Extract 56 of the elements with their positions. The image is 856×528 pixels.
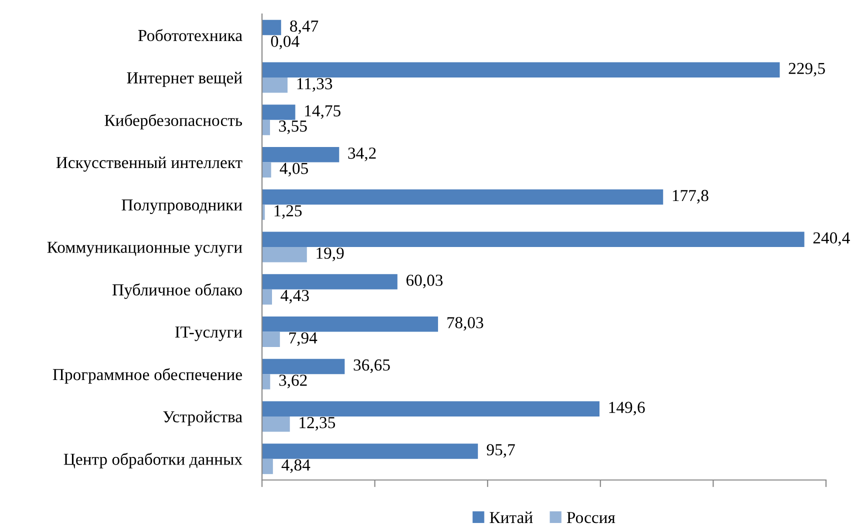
- bar: [262, 358, 345, 374]
- data-label: 60,03: [406, 274, 443, 288]
- data-label: 4,05: [280, 162, 308, 176]
- data-label: 3,55: [279, 120, 307, 134]
- y-tick-label: Полупроводники: [122, 199, 242, 214]
- data-label: 3,62: [279, 374, 307, 388]
- data-label: 4,84: [282, 459, 310, 474]
- data-label: 95,7: [486, 444, 515, 458]
- bar: [262, 62, 780, 78]
- bar: [262, 316, 438, 332]
- data-label: 177,8: [672, 190, 708, 204]
- bar: [262, 401, 600, 416]
- data-label: 78,03: [447, 317, 484, 331]
- bar: [262, 162, 272, 178]
- data-label: 14,75: [305, 105, 340, 119]
- bar: [262, 458, 273, 474]
- bar: [262, 416, 290, 432]
- bar: [262, 374, 270, 390]
- bar: [262, 332, 280, 347]
- y-tick-label: Искусственный интеллект: [56, 156, 242, 172]
- bar: [262, 189, 664, 205]
- y-tick-label: Кибербезопасность: [104, 114, 242, 130]
- y-tick-label: Устройства: [163, 410, 242, 426]
- bar: [262, 204, 265, 220]
- y-tick-label: Робототехника: [138, 29, 242, 42]
- data-label: 240,4: [813, 232, 850, 246]
- y-tick-label: Центр обработки данных: [64, 452, 242, 468]
- bar: [262, 20, 282, 36]
- data-label: 1,25: [274, 205, 302, 219]
- bar: [262, 147, 340, 162]
- y-tick-label: Интернет вещей: [126, 72, 242, 87]
- bar: [262, 289, 272, 305]
- y-tick-label: Публичное облако: [112, 283, 242, 299]
- data-label: 7,94: [289, 332, 318, 346]
- data-label: 4,43: [280, 290, 309, 304]
- bar: [262, 120, 270, 136]
- y-tick-label: Коммуникационные услуги: [47, 242, 242, 256]
- bar: [262, 104, 296, 120]
- y-tick-label: Программное обеспечение: [52, 368, 242, 384]
- data-label: 19,9: [316, 248, 344, 262]
- bar: [262, 232, 804, 247]
- data-label: 11,33: [297, 78, 332, 92]
- data-label: 36,65: [354, 359, 390, 374]
- bar: [262, 247, 307, 262]
- y-tick-label: IT-услуги: [175, 326, 242, 342]
- legend-label: Россия: [566, 512, 616, 524]
- data-label: 149,6: [609, 402, 645, 416]
- bar: [262, 274, 398, 290]
- bar: [262, 78, 288, 93]
- bar: [262, 444, 478, 459]
- legend-label: Китай: [490, 512, 533, 524]
- data-label: 12,35: [300, 417, 336, 431]
- data-label: 34,2: [348, 148, 376, 162]
- data-label: 8,47: [290, 20, 318, 34]
- data-label: 0,04: [271, 36, 300, 50]
- data-label: 229,5: [788, 62, 825, 76]
